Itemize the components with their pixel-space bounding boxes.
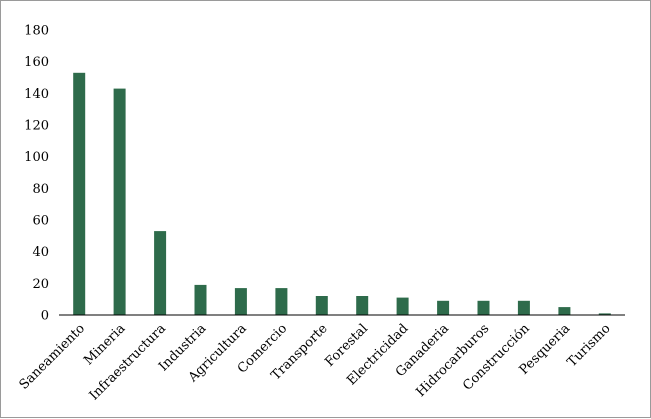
y-tick-label: 160	[24, 55, 49, 70]
y-tick-label: 0	[41, 309, 49, 324]
bar-pesqueria	[558, 307, 571, 315]
bar-turismo	[598, 313, 611, 315]
x-tick-label: Hidrocarburos	[413, 321, 492, 400]
bars	[73, 72, 611, 316]
bar-industria	[194, 284, 207, 315]
bar-saneamiento	[73, 72, 86, 316]
x-tick-label: Turismo	[565, 321, 614, 370]
y-tick-label: 120	[24, 119, 49, 134]
y-tick-label: 40	[32, 245, 49, 260]
bar-agricultura	[234, 288, 247, 315]
y-axis-ticks: 0 20 40 60 80 100 120 140 160 180	[24, 24, 49, 324]
bar-hidrocarburos	[477, 300, 490, 316]
bar-construcción	[517, 300, 530, 316]
x-axis-labels: SaneamientoMineriaInfraestructuraIndustr…	[17, 321, 614, 404]
bar-comercio	[275, 288, 288, 315]
y-tick-label: 140	[24, 87, 49, 102]
bar-electricidad	[396, 297, 409, 315]
y-tick-label: 20	[32, 277, 49, 292]
y-tick-label: 100	[24, 150, 49, 165]
y-tick-label: 60	[32, 214, 49, 229]
bar-forestal	[356, 296, 369, 315]
bar-mineria	[113, 88, 126, 315]
x-tick-label: Saneamiento	[17, 321, 89, 393]
bar-transporte	[315, 296, 328, 315]
bar-ganaderia	[437, 300, 450, 316]
bar-infraestructura	[154, 231, 167, 315]
y-tick-label: 80	[32, 182, 49, 197]
y-tick-label: 180	[24, 24, 49, 39]
